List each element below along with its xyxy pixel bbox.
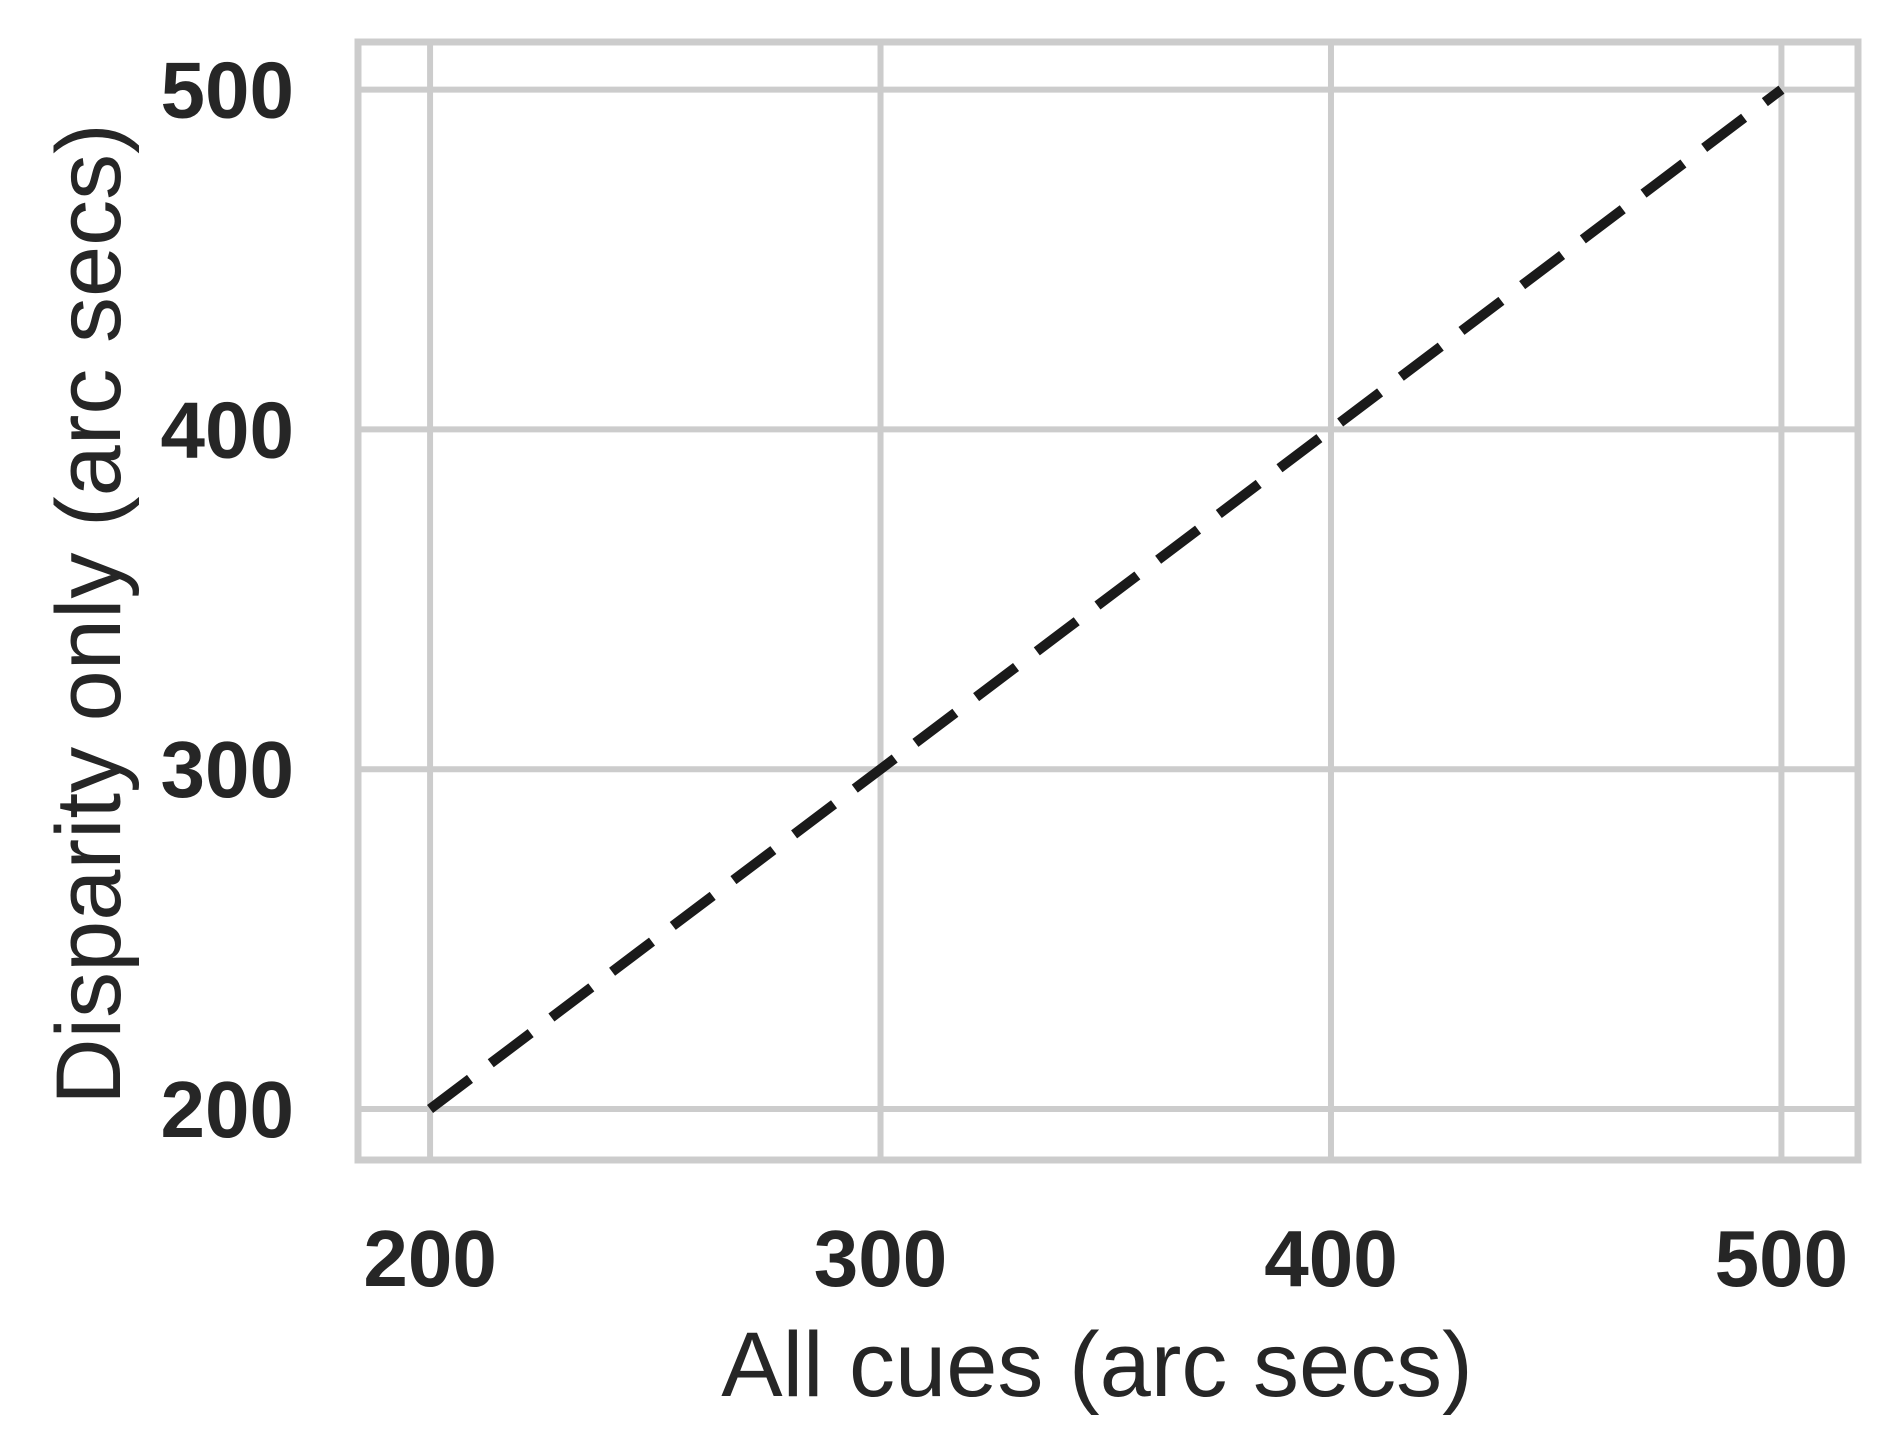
x-tick-labels: 200 300 400 500 xyxy=(363,1214,1848,1303)
y-tick-labels: 200 300 400 500 xyxy=(161,46,294,1154)
y-tick-label: 200 xyxy=(161,1065,294,1154)
series-line xyxy=(427,85,1785,1114)
x-tick-label: 500 xyxy=(1715,1214,1848,1303)
x-axis-label: All cues (arc secs) xyxy=(721,1314,1473,1416)
y-tick-label: 400 xyxy=(161,385,294,474)
x-tick-label: 300 xyxy=(814,1214,947,1303)
x-tick-label: 200 xyxy=(363,1214,496,1303)
grid-layer xyxy=(358,42,1858,1160)
x-tick-label: 400 xyxy=(1264,1214,1397,1303)
y-tick-label: 300 xyxy=(161,725,294,814)
y-axis-label: Disparity only (arc secs) xyxy=(38,123,140,1105)
y-tick-label: 500 xyxy=(161,46,294,135)
series-layer xyxy=(427,85,1785,1114)
plot-frame xyxy=(354,38,1862,1164)
